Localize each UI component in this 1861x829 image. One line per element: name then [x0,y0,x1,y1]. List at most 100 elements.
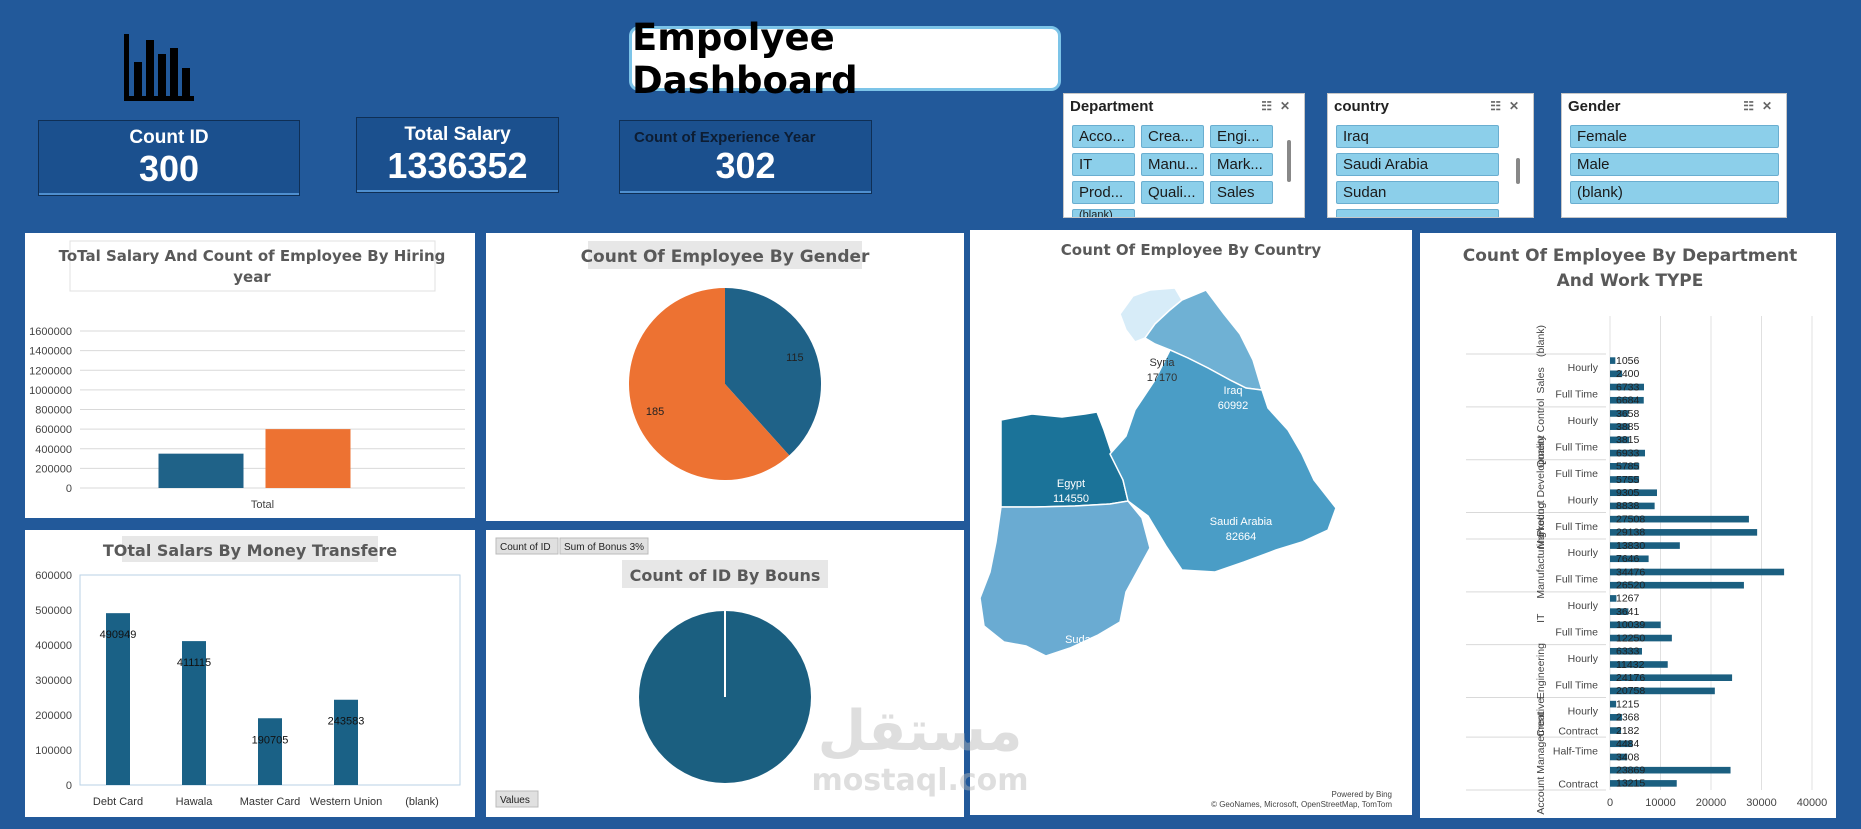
bar[interactable] [1610,383,1645,391]
slicer-filter-icons[interactable]: ☷✕ [1743,99,1780,113]
bar[interactable] [1610,700,1617,708]
bar[interactable] [334,699,358,785]
values-button[interactable] [495,790,539,808]
slicer-item[interactable]: Mark... [1210,153,1273,176]
map-region-sudan[interactable] [979,500,1151,657]
department-label: Manufacturing [1535,532,1547,599]
bar[interactable] [1610,449,1646,457]
bar[interactable] [265,429,351,488]
bar[interactable] [1610,555,1649,563]
bar[interactable] [1610,740,1633,748]
slicer-item[interactable]: Engi... [1210,125,1273,148]
slicer-item[interactable]: Female [1570,125,1779,148]
slicer-item[interactable]: Iraq [1336,125,1499,148]
bar[interactable] [1610,529,1758,536]
bar-data-label: 1215 [1616,698,1640,710]
bar[interactable] [1610,727,1622,734]
bar[interactable] [1610,780,1677,787]
bar[interactable] [1610,714,1622,721]
watermark: مستقل mostaql.com [790,700,1050,810]
y-tick-label: 200000 [35,463,72,475]
map-region-name: Egypt [1057,478,1085,490]
bar[interactable] [1610,423,1630,430]
chart-title: Count of ID By Bouns [630,566,821,585]
bar[interactable] [1610,634,1672,642]
slicer-item[interactable]: Sudan [1336,181,1499,204]
bar-data-label: 23869 [1616,764,1645,776]
bar[interactable] [1610,502,1655,510]
bar[interactable] [1610,621,1661,629]
bar[interactable] [158,453,244,488]
map-region-name: Iraq [1224,385,1243,397]
bar[interactable] [1610,357,1616,364]
slicer-scrollbar[interactable] [1516,158,1520,184]
work-type-label: Full Time [1555,468,1598,480]
bar[interactable] [1610,608,1629,615]
bar[interactable] [1610,753,1628,761]
pie-slice[interactable] [629,288,790,480]
y-tick-label: 1000000 [29,385,72,397]
bar[interactable] [1610,515,1749,523]
bar[interactable] [258,718,282,785]
slicer-item[interactable]: Crea... [1141,125,1204,148]
bar[interactable] [1610,647,1642,655]
slicer-scrollbar[interactable] [1287,140,1291,182]
map-region-name: Sudan [1065,634,1097,646]
slicer-filter-icons[interactable]: ☷✕ [1261,99,1298,113]
kpi-label: Count of Experience Year [634,129,816,146]
field-button-bonus[interactable] [559,537,649,555]
map-region-saudi-arabia[interactable] [1109,349,1337,573]
bar[interactable] [106,613,130,785]
work-type-label: Hourly [1568,362,1599,374]
department-label: Quality Control [1535,399,1547,468]
slicer-item[interactable]: (blank) [1072,209,1135,217]
bar[interactable] [1610,687,1715,695]
work-type-label: Hourly [1568,600,1599,612]
bar[interactable] [1610,489,1657,497]
slicer-item[interactable]: IT [1072,153,1135,176]
bar[interactable] [1610,476,1640,483]
chart-title-bg [588,241,862,269]
bar-data-label: 1056 [1616,355,1640,367]
y-tick-label: 500000 [35,605,72,617]
slicer-item[interactable]: (blank) [1570,181,1779,204]
field-button-count-id[interactable] [495,537,559,555]
bar[interactable] [1610,436,1630,444]
slicer-item[interactable]: Acco... [1072,125,1135,148]
slicer-item[interactable]: Sales [1210,181,1273,204]
slicer-item[interactable]: Quali... [1141,181,1204,204]
department-label: Engineering [1535,643,1547,699]
work-type-label: Contract [1558,726,1598,738]
slicer-item[interactable]: Male [1570,153,1779,176]
field-button-bonus-label: Sum of Bonus 3% [564,542,644,553]
values-button-label: Values [500,795,530,806]
pie-slice[interactable] [725,288,821,456]
bar[interactable] [182,641,206,785]
bar[interactable] [1610,370,1623,378]
kpi-total-salary: Total Salary 1336352 [356,117,559,193]
slicer-title: country [1334,97,1390,115]
slicer-item[interactable]: Prod... [1072,181,1135,204]
bar[interactable] [1610,542,1680,549]
x-tick-label: Total [251,499,274,511]
bar[interactable] [1610,463,1640,470]
kpi-value: 1336352 [387,145,528,186]
bar[interactable] [1610,661,1668,668]
bar[interactable] [1610,396,1644,404]
bar[interactable] [1610,766,1731,774]
bar[interactable] [1610,595,1617,602]
slicer-item[interactable]: Manu... [1141,153,1204,176]
x-tick-label: 20000 [1696,797,1727,809]
bar-data-label: 13830 [1616,540,1645,552]
x-tick-label: 30000 [1746,797,1777,809]
bar[interactable] [1610,568,1785,576]
y-tick-label: 400000 [35,444,72,456]
slicer-item[interactable]: Saudi Arabia [1336,153,1499,176]
bar-data-label: 2400 [1616,368,1640,380]
bar[interactable] [1610,674,1733,681]
slicer-item-partial[interactable] [1336,209,1499,217]
department-label: Marketing [1535,503,1547,549]
bar[interactable] [1610,410,1629,417]
bar[interactable] [1610,581,1744,589]
slicer-filter-icons[interactable]: ☷✕ [1490,99,1527,113]
